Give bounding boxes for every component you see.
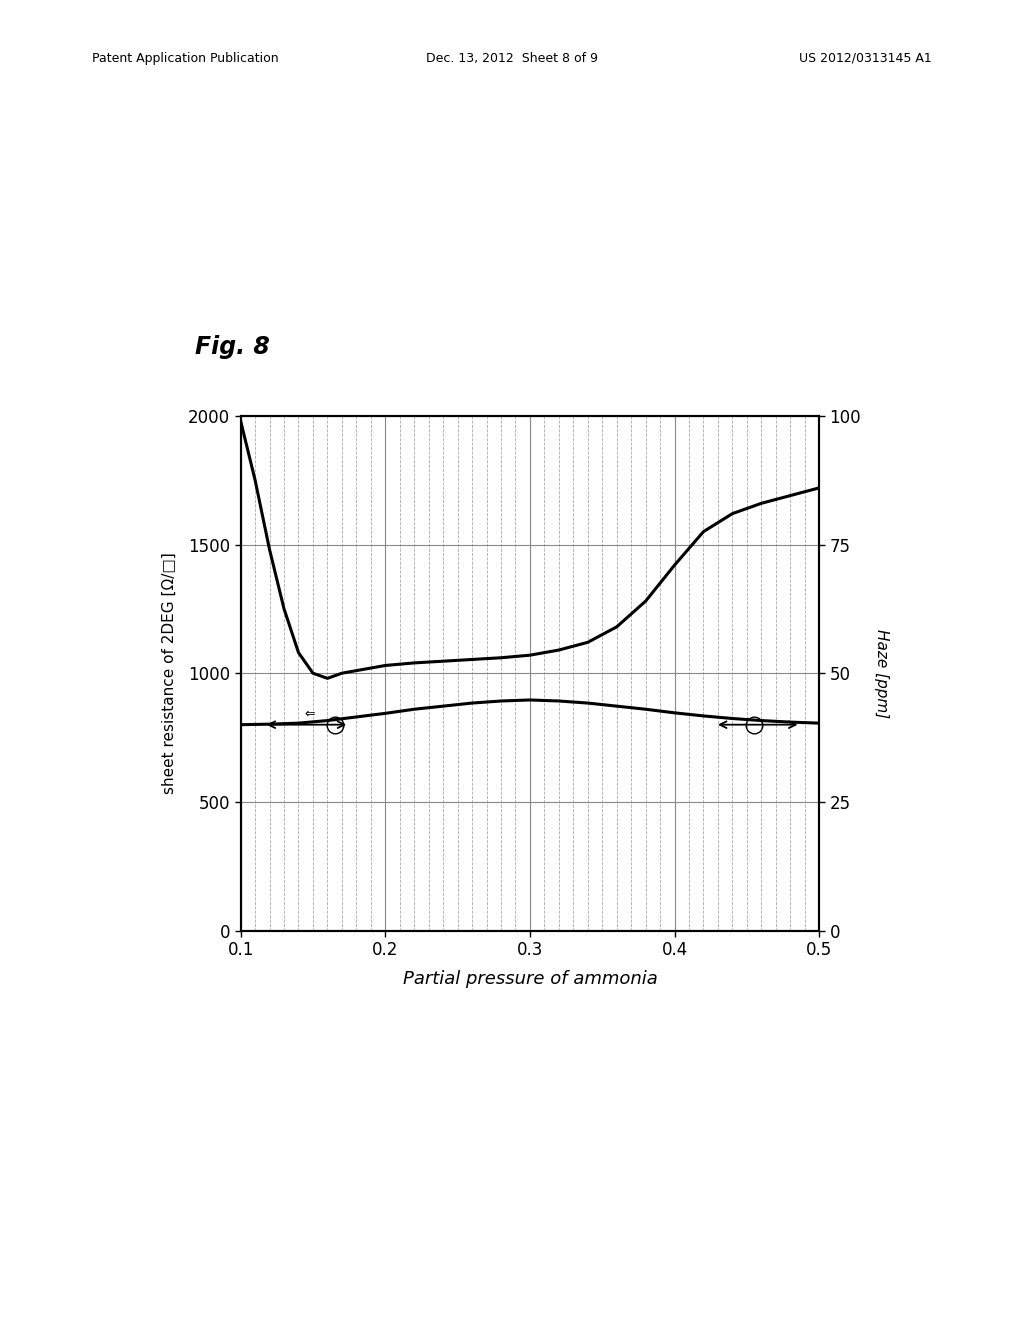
Text: US 2012/0313145 A1: US 2012/0313145 A1 bbox=[799, 51, 932, 65]
X-axis label: Partial pressure of ammonia: Partial pressure of ammonia bbox=[402, 970, 657, 989]
Text: Dec. 13, 2012  Sheet 8 of 9: Dec. 13, 2012 Sheet 8 of 9 bbox=[426, 51, 598, 65]
Y-axis label: Haze [ppm]: Haze [ppm] bbox=[874, 628, 889, 718]
Text: Fig. 8: Fig. 8 bbox=[195, 335, 269, 359]
Text: Patent Application Publication: Patent Application Publication bbox=[92, 51, 279, 65]
Y-axis label: sheet resistance of 2DEG [Ω/□]: sheet resistance of 2DEG [Ω/□] bbox=[162, 552, 177, 795]
Text: ⇐: ⇐ bbox=[305, 708, 315, 721]
